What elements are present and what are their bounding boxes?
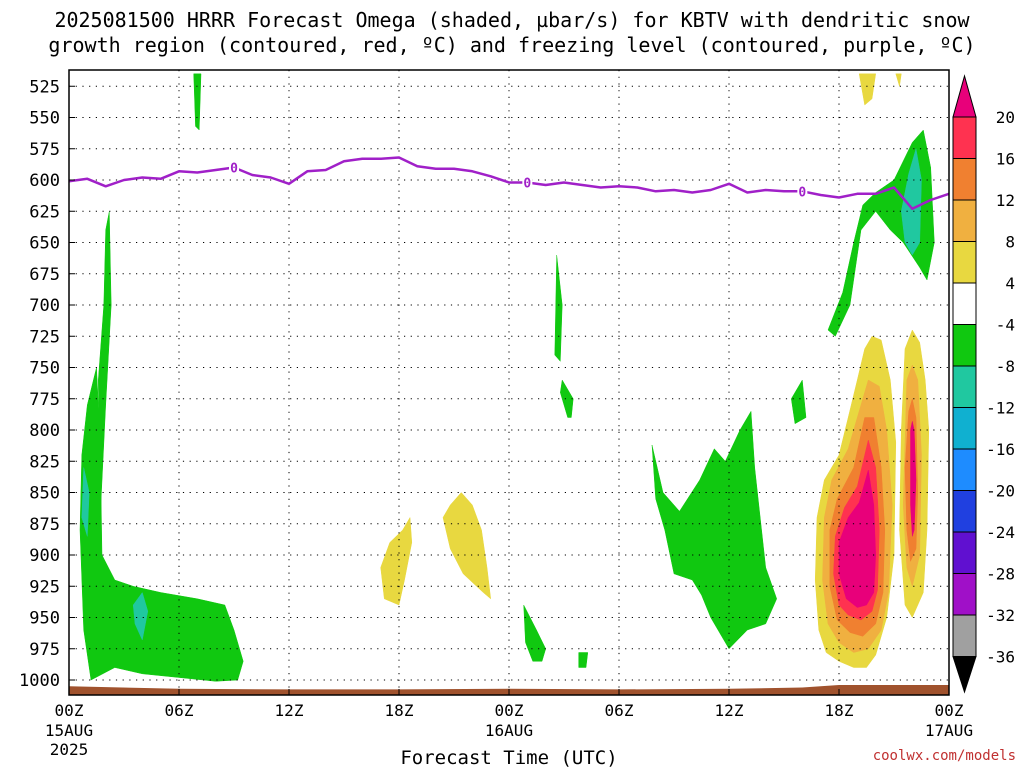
colorbar-label: -24 (986, 523, 1015, 542)
y-tick-label: 775 (29, 390, 60, 410)
site-credit: coolwx.com/models (872, 748, 1016, 764)
colorbar-label: -36 (986, 648, 1015, 667)
colorbar-cell (952, 158, 977, 201)
colorbar-cell (952, 116, 977, 159)
chart-title: 2025081500 HRRR Forecast Omega (shaded, … (0, 8, 1024, 58)
omega-region-green (578, 652, 589, 668)
colorbar-cell (952, 448, 977, 491)
colorbar: 20 16 12 8 4 -4 -8 -12 -16 -20 -24 -28 -32 -36 (952, 74, 1015, 694)
omega-region-yellow (442, 492, 492, 600)
y-tick-label: 575 (29, 140, 60, 160)
colorbar-cell (952, 199, 977, 242)
y-tick-label: 700 (29, 296, 60, 316)
colorbar-cell (952, 490, 977, 533)
colorbar-cell (952, 324, 977, 367)
colorbar-cell (952, 74, 977, 118)
y-tick-label: 675 (29, 265, 60, 285)
colorbar-cell (952, 241, 977, 284)
y-tick-label: 625 (29, 202, 60, 222)
colorbar-label: 12 (996, 191, 1015, 210)
y-tick-label: 1000 (19, 671, 60, 691)
colorbar-label: -28 (986, 565, 1015, 584)
contour-label-bg (229, 159, 239, 174)
colorbar-cell (952, 573, 977, 616)
omega-region-green (98, 211, 112, 518)
colorbar-cell (952, 282, 977, 325)
y-tick-label: 800 (29, 421, 60, 441)
freezing-level-label: 0 (798, 185, 806, 200)
omega-shading (79, 73, 935, 682)
y-tick-label: 550 (29, 109, 60, 129)
freezing-level-label: 0 (230, 162, 238, 177)
y-tick-label: 925 (29, 577, 60, 597)
colorbar-label: 8 (1005, 233, 1015, 252)
x-tick-label: 18Z (825, 701, 854, 720)
x-axis-label: Forecast Time (UTC) (400, 747, 617, 768)
colorbar-label: -32 (986, 606, 1015, 625)
omega-region-green (651, 410, 777, 650)
y-tick-label: 750 (29, 359, 60, 379)
colorbar-cell (952, 407, 977, 450)
colorbar-label: 16 (996, 150, 1015, 169)
contour-label-bg (797, 183, 808, 198)
colorbar-label: -20 (986, 482, 1015, 501)
x-tick-label: 06Z (605, 701, 634, 720)
x-tick-label: 06Z (165, 701, 194, 720)
x-tick-label: 18Z (385, 701, 414, 720)
freezing-level-label: 0 (523, 177, 531, 192)
y-tick-label: 725 (29, 327, 60, 347)
colorbar-label: -4 (996, 316, 1015, 335)
colorbar-cell (952, 614, 977, 657)
y-tick-label: 525 (29, 77, 60, 97)
omega-region-magenta (838, 469, 876, 608)
x-tick-label: 00Z (495, 701, 524, 720)
colorbar-label: -12 (986, 399, 1015, 418)
colorbar-label: 20 (996, 108, 1015, 127)
x-tick-label: 00Z (935, 701, 964, 720)
y-tick-label: 825 (29, 452, 60, 472)
omega-region-green (79, 367, 244, 682)
x-tick-year: 2025 (50, 740, 89, 759)
contour-label-bg (522, 174, 533, 189)
x-tick-date: 17AUG (925, 721, 973, 740)
x-tick-date: 15AUG (45, 721, 93, 740)
omega-region-yellow (858, 73, 876, 106)
x-tick-label: 12Z (715, 701, 744, 720)
colorbar-label: 4 (1005, 274, 1015, 293)
x-tick-label: 12Z (275, 701, 304, 720)
omega-region-green (791, 379, 807, 425)
omega-region-green (554, 254, 563, 362)
omega-region-teal (132, 591, 149, 641)
omega-region-magenta (910, 421, 917, 537)
y-tick-label: 875 (29, 515, 60, 535)
colorbar-cell (952, 531, 977, 574)
freezing-level-contour: 0 0 0 (69, 156, 949, 211)
y-tick-label: 650 (29, 234, 60, 254)
freezing-level-line (69, 156, 949, 211)
omega-region-yellow (380, 516, 413, 606)
y-tick-label: 850 (29, 484, 60, 504)
x-tick-date: 16AUG (485, 721, 533, 740)
x-tick-label: 00Z (55, 701, 84, 720)
omega-region-green (523, 604, 546, 662)
title-line-2: growth region (contoured, red, ºC) and f… (48, 33, 976, 57)
omega-region-yellow (895, 73, 902, 87)
y-tick-label: 900 (29, 546, 60, 566)
omega-region-green (193, 73, 202, 131)
colorbar-cell (952, 365, 977, 408)
y-tick-label: 600 (29, 171, 60, 191)
colorbar-label: -8 (996, 357, 1015, 376)
colorbar-label: -16 (986, 440, 1015, 459)
colorbar-cell (952, 656, 977, 694)
y-tick-label: 950 (29, 609, 60, 629)
omega-region-green (560, 379, 574, 418)
title-line-1: 2025081500 HRRR Forecast Omega (shaded, … (54, 8, 970, 32)
y-tick-label: 975 (29, 640, 60, 660)
y-axis: 525 550 575 600 625 650 675 700 725 750 775 800 825 8… (19, 77, 75, 691)
